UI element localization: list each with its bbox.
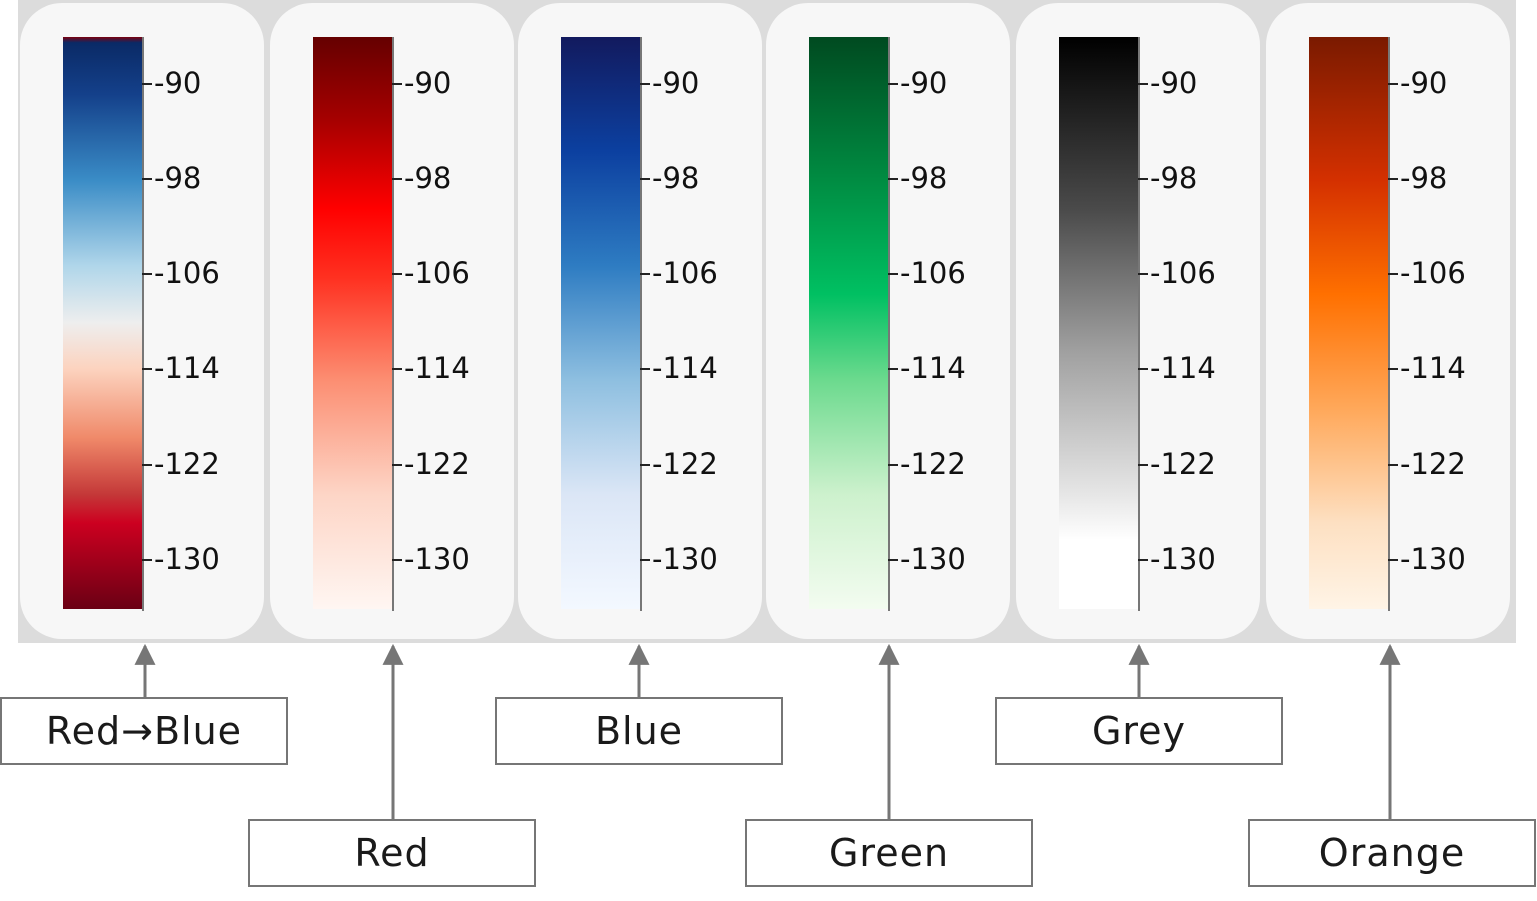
tick-mark xyxy=(1138,83,1148,85)
tick-label: -114 xyxy=(900,351,966,385)
tick-mark xyxy=(1388,368,1398,370)
tick-label: -106 xyxy=(404,256,470,290)
colorbar-gradient xyxy=(313,37,392,609)
tick-label: -130 xyxy=(652,542,718,576)
tick-label: -98 xyxy=(652,161,700,195)
tick-label: -98 xyxy=(1400,161,1448,195)
tick-label: -130 xyxy=(404,542,470,576)
tick-mark xyxy=(142,83,152,85)
colorbar-card-blue: -90 -98 -106 -114 -122 -130 xyxy=(518,3,762,639)
tick-label: -106 xyxy=(652,256,718,290)
tick-label: -122 xyxy=(1400,447,1466,481)
colorbar-card-red: -90 -98 -106 -114 -122 -130 xyxy=(270,3,514,639)
tick-label: -114 xyxy=(404,351,470,385)
tick-label: -114 xyxy=(652,351,718,385)
tick-mark xyxy=(888,368,898,370)
tick-label: -106 xyxy=(900,256,966,290)
tick-label: -90 xyxy=(652,66,700,100)
colormap-label-orange: Orange xyxy=(1248,819,1536,887)
tick-mark xyxy=(392,83,402,85)
colorbar-card-orange: -90 -98 -106 -114 -122 -130 xyxy=(1266,3,1510,639)
tick-mark xyxy=(888,83,898,85)
tick-mark xyxy=(1388,559,1398,561)
tick-mark xyxy=(142,273,152,275)
colorbar-card-grey: -90 -98 -106 -114 -122 -130 xyxy=(1016,3,1260,639)
tick-mark xyxy=(142,178,152,180)
tick-mark xyxy=(1388,464,1398,466)
tick-label: -114 xyxy=(1400,351,1466,385)
colorbar-axis xyxy=(888,37,890,611)
tick-label: -98 xyxy=(154,161,202,195)
colormap-label-blue: Blue xyxy=(495,697,783,765)
colorbar-axis xyxy=(392,37,394,611)
colorbar-card-red-blue: -90 -98 -106 -114 -122 -130 xyxy=(20,3,264,639)
tick-mark xyxy=(392,368,402,370)
tick-mark xyxy=(640,273,650,275)
tick-label: -90 xyxy=(1400,66,1448,100)
tick-mark xyxy=(142,559,152,561)
colormap-label-red: Red xyxy=(248,819,536,887)
tick-label: -98 xyxy=(404,161,452,195)
colorbar-axis xyxy=(1388,37,1390,611)
tick-mark xyxy=(888,273,898,275)
tick-mark xyxy=(392,273,402,275)
colorbar-gradient xyxy=(561,37,640,609)
tick-mark xyxy=(888,559,898,561)
tick-label: -130 xyxy=(900,542,966,576)
colorbar-axis xyxy=(142,37,144,611)
colormap-label-grey: Grey xyxy=(995,697,1283,765)
tick-label: -130 xyxy=(1150,542,1216,576)
tick-mark xyxy=(392,178,402,180)
colorbar-axis xyxy=(640,37,642,611)
tick-mark xyxy=(640,178,650,180)
tick-label: -90 xyxy=(154,66,202,100)
tick-label: -90 xyxy=(900,66,948,100)
tick-mark xyxy=(1138,273,1148,275)
tick-label: -122 xyxy=(900,447,966,481)
colorbar-card-green: -90 -98 -106 -114 -122 -130 xyxy=(766,3,1010,639)
colorbar-gradient xyxy=(1059,37,1138,609)
tick-mark xyxy=(1138,178,1148,180)
tick-label: -130 xyxy=(1400,542,1466,576)
tick-label: -122 xyxy=(652,447,718,481)
tick-label: -114 xyxy=(154,351,220,385)
tick-mark xyxy=(888,464,898,466)
colormap-label-green: Green xyxy=(745,819,1033,887)
tick-mark xyxy=(392,559,402,561)
tick-label: -106 xyxy=(1150,256,1216,290)
tick-mark xyxy=(640,368,650,370)
tick-mark xyxy=(1388,273,1398,275)
tick-mark xyxy=(640,83,650,85)
tick-mark xyxy=(1388,178,1398,180)
tick-mark xyxy=(142,464,152,466)
tick-label: -90 xyxy=(1150,66,1198,100)
tick-mark xyxy=(1388,83,1398,85)
colormap-label-red-blue: Red→Blue xyxy=(0,697,288,765)
colorbar-gradient xyxy=(63,37,142,609)
tick-label: -122 xyxy=(154,447,220,481)
tick-label: -122 xyxy=(1150,447,1216,481)
tick-label: -90 xyxy=(404,66,452,100)
tick-mark xyxy=(888,178,898,180)
tick-label: -98 xyxy=(900,161,948,195)
tick-mark xyxy=(1138,559,1148,561)
colorbar-gradient xyxy=(1309,37,1388,609)
tick-label: -106 xyxy=(154,256,220,290)
tick-label: -106 xyxy=(1400,256,1466,290)
tick-mark xyxy=(392,464,402,466)
colorbar-gradient xyxy=(809,37,888,609)
tick-mark xyxy=(640,559,650,561)
tick-mark xyxy=(1138,464,1148,466)
tick-mark xyxy=(640,464,650,466)
tick-label: -114 xyxy=(1150,351,1216,385)
tick-label: -98 xyxy=(1150,161,1198,195)
tick-label: -122 xyxy=(404,447,470,481)
tick-label: -130 xyxy=(154,542,220,576)
tick-mark xyxy=(142,368,152,370)
tick-mark xyxy=(1138,368,1148,370)
colorbar-axis xyxy=(1138,37,1140,611)
